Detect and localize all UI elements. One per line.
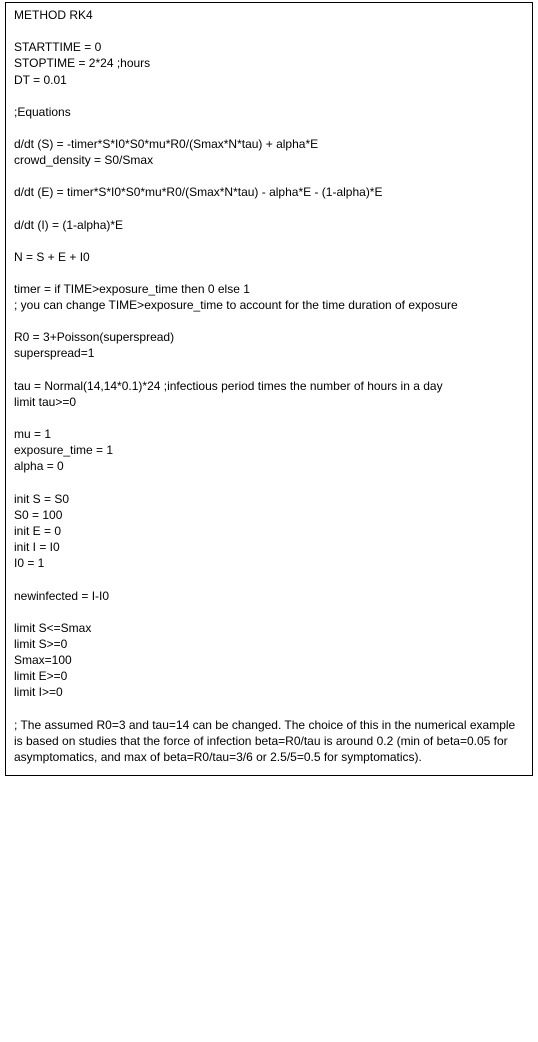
code-line: mu = 1 [14,426,524,442]
code-line: crowd_density = S0/Smax [14,152,524,168]
code-line: limit S>=0 [14,636,524,652]
code-line: limit E>=0 [14,668,524,684]
code-line: tau = Normal(14,14*0.1)*24 ;infectious p… [14,378,524,394]
code-line: METHOD RK4 [14,7,524,23]
code-line: superspread=1 [14,345,524,361]
code-line: newinfected = I-I0 [14,588,524,604]
code-line [14,475,524,491]
code-line [14,362,524,378]
code-line: STOPTIME = 2*24 ;hours [14,55,524,71]
code-line: N = S + E + I0 [14,249,524,265]
code-line: alpha = 0 [14,458,524,474]
code-line [14,410,524,426]
code-line [14,313,524,329]
code-line: d/dt (S) = -timer*S*I0*S0*mu*R0/(Smax*N*… [14,136,524,152]
code-line [14,701,524,717]
code-line: limit I>=0 [14,684,524,700]
code-line: limit tau>=0 [14,394,524,410]
code-line: ; The assumed R0=3 and tau=14 can be cha… [14,717,524,766]
code-line: ;Equations [14,104,524,120]
code-line: init I = I0 [14,539,524,555]
code-line [14,265,524,281]
code-line [14,23,524,39]
code-line [14,88,524,104]
code-line: STARTTIME = 0 [14,39,524,55]
code-line [14,233,524,249]
code-line: S0 = 100 [14,507,524,523]
code-line [14,572,524,588]
code-line: limit S<=Smax [14,620,524,636]
code-line: R0 = 3+Poisson(superspread) [14,329,524,345]
code-line: d/dt (E) = timer*S*I0*S0*mu*R0/(Smax*N*t… [14,184,524,200]
code-line: I0 = 1 [14,555,524,571]
code-line: d/dt (I) = (1-alpha)*E [14,217,524,233]
code-line: timer = if TIME>exposure_time then 0 els… [14,281,524,297]
code-line [14,120,524,136]
code-line: exposure_time = 1 [14,442,524,458]
code-listing: METHOD RK4 STARTTIME = 0STOPTIME = 2*24 ;… [5,2,533,776]
code-line: ; you can change TIME>exposure_time to a… [14,297,524,313]
code-line: init E = 0 [14,523,524,539]
code-line: Smax=100 [14,652,524,668]
code-line [14,604,524,620]
code-line [14,201,524,217]
code-line [14,168,524,184]
code-line: init S = S0 [14,491,524,507]
code-line: DT = 0.01 [14,72,524,88]
